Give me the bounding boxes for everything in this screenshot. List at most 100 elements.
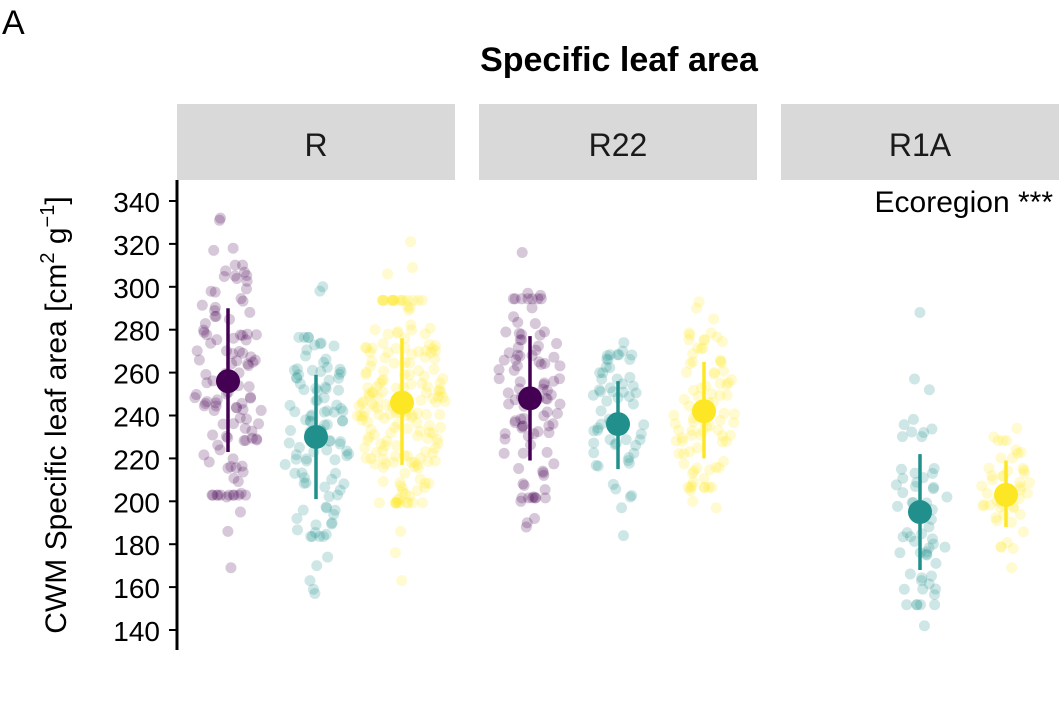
data-point xyxy=(630,439,642,451)
data-point xyxy=(909,535,921,547)
data-point xyxy=(318,392,330,404)
facet-strip-label: R xyxy=(304,127,327,163)
data-point xyxy=(247,356,259,368)
data-point xyxy=(220,265,232,277)
data-point xyxy=(687,495,699,507)
data-point xyxy=(617,378,629,390)
data-point xyxy=(201,396,213,408)
data-point xyxy=(906,426,918,438)
data-point xyxy=(684,329,696,341)
data-point xyxy=(396,294,408,306)
data-point xyxy=(193,354,205,366)
data-point xyxy=(678,393,690,405)
data-point xyxy=(601,350,613,362)
data-point xyxy=(594,367,606,379)
data-point xyxy=(547,418,559,430)
data-point xyxy=(378,365,390,377)
data-point xyxy=(626,349,638,361)
data-point xyxy=(408,456,420,468)
data-point xyxy=(218,270,230,282)
data-point xyxy=(616,502,628,514)
data-point xyxy=(623,391,635,403)
data-point xyxy=(528,491,540,503)
data-point xyxy=(521,517,533,529)
data-point xyxy=(512,349,524,361)
data-point xyxy=(691,302,703,314)
data-point xyxy=(411,417,423,429)
data-point xyxy=(697,342,709,354)
data-point xyxy=(427,392,439,404)
data-point xyxy=(244,391,256,403)
data-point xyxy=(1011,422,1023,434)
data-point xyxy=(211,394,223,406)
data-point xyxy=(389,497,401,509)
data-point xyxy=(291,372,303,384)
data-point xyxy=(333,368,345,380)
data-point xyxy=(683,327,695,339)
data-point xyxy=(708,313,720,325)
data-point xyxy=(251,434,263,446)
data-point xyxy=(309,527,321,539)
data-point xyxy=(387,294,399,306)
data-point xyxy=(404,369,416,381)
data-point xyxy=(296,467,308,479)
data-point xyxy=(895,463,907,475)
data-point xyxy=(191,345,203,357)
data-point xyxy=(311,560,323,572)
data-point xyxy=(209,286,221,298)
data-point xyxy=(429,442,441,454)
data-point xyxy=(353,400,365,412)
data-point xyxy=(909,373,921,385)
data-point xyxy=(617,386,629,398)
data-point xyxy=(590,459,602,471)
data-point xyxy=(337,415,349,427)
data-point xyxy=(687,476,699,488)
data-point xyxy=(235,487,247,499)
data-point xyxy=(541,446,553,458)
data-point xyxy=(390,497,402,509)
data-point xyxy=(587,389,599,401)
data-point xyxy=(422,456,434,468)
data-point xyxy=(685,481,697,493)
data-point xyxy=(341,445,353,457)
data-point xyxy=(687,356,699,368)
data-point xyxy=(514,334,526,346)
data-point xyxy=(205,285,217,297)
data-point xyxy=(284,425,296,437)
data-point xyxy=(929,583,941,595)
data-point xyxy=(300,453,312,465)
data-point xyxy=(196,299,208,311)
data-point xyxy=(314,530,326,542)
data-point xyxy=(309,339,321,351)
data-point xyxy=(246,432,258,444)
y-axis-label-main: CWM Specific leaf area [cm xyxy=(40,264,73,634)
data-point xyxy=(314,338,326,350)
data-point xyxy=(230,402,242,414)
chart-title: Specific leaf area xyxy=(480,41,759,79)
data-point xyxy=(435,386,447,398)
data-point xyxy=(242,358,254,370)
data-point xyxy=(227,242,239,254)
data-point xyxy=(355,410,367,422)
data-point xyxy=(1001,435,1013,447)
data-point xyxy=(512,316,524,328)
data-point xyxy=(320,501,332,513)
data-point xyxy=(537,465,549,477)
data-point xyxy=(377,453,389,465)
data-point xyxy=(688,465,700,477)
data-point xyxy=(532,426,544,438)
data-point xyxy=(503,398,515,410)
data-point xyxy=(384,408,396,420)
data-point xyxy=(189,392,201,404)
data-point xyxy=(375,438,387,450)
data-point xyxy=(414,425,426,437)
data-point xyxy=(289,467,301,479)
data-point xyxy=(588,437,600,449)
data-point xyxy=(321,361,333,373)
data-point xyxy=(721,389,733,401)
data-point xyxy=(698,472,710,484)
data-point xyxy=(918,620,930,632)
data-point xyxy=(604,434,616,446)
data-point xyxy=(545,389,557,401)
data-point xyxy=(300,477,312,489)
